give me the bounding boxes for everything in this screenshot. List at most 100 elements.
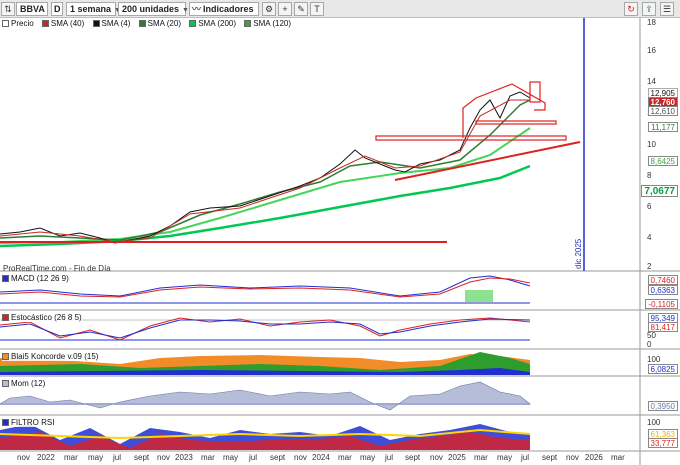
legend-item[interactable]: Precio bbox=[2, 19, 34, 28]
time-tick: 2023 bbox=[175, 453, 193, 462]
legend-swatch bbox=[244, 20, 252, 27]
time-tick: jul bbox=[249, 453, 258, 462]
indicators-button[interactable]: 〰 Indicadores bbox=[189, 2, 259, 16]
time-tick: sept bbox=[270, 453, 286, 462]
legend-swatch bbox=[138, 20, 146, 27]
export-icon[interactable]: ⇪ bbox=[642, 2, 656, 16]
instrument-menu-icon[interactable]: ⇅ bbox=[1, 2, 15, 16]
chevron-down-icon: ▼ bbox=[114, 7, 121, 14]
legend-item[interactable]: SMA (20) bbox=[138, 19, 181, 28]
period-select[interactable]: 1 semana▼ bbox=[66, 2, 121, 16]
time-tick: 2026 bbox=[585, 453, 603, 462]
source-label: ProRealTime.com - Fin de Día bbox=[3, 264, 111, 273]
time-tick: nov bbox=[157, 453, 170, 462]
legend-swatch bbox=[2, 380, 9, 387]
blai5-tick: 100 bbox=[647, 355, 661, 364]
price-tick: 6 bbox=[647, 202, 652, 211]
wrench-icon[interactable]: ⚙ bbox=[262, 2, 276, 16]
rsi-tick: 100 bbox=[647, 418, 661, 427]
blai5-label[interactable]: Blai5 Koncorde v.09 (15) bbox=[2, 352, 99, 361]
blai5-tag: 6,0825 bbox=[647, 364, 678, 374]
legend-swatch bbox=[92, 20, 100, 27]
mom-tag: 0,3950 bbox=[647, 401, 678, 411]
sma-tag: 11,177 bbox=[648, 122, 678, 132]
price-tag: 12,610 bbox=[647, 106, 678, 116]
legend-swatch bbox=[2, 419, 9, 426]
legend-swatch bbox=[2, 353, 9, 360]
time-tick: may bbox=[88, 453, 104, 462]
macd-tag: -0,1105 bbox=[645, 299, 678, 309]
price-tick: 18 bbox=[647, 18, 656, 27]
period-label: 1 semana bbox=[70, 4, 112, 14]
time-axis: nov 2022 mar may jul sept nov 2023 mar m… bbox=[0, 453, 640, 465]
mom-label[interactable]: Mom (12) bbox=[2, 379, 46, 388]
units-label: 200 unidades bbox=[122, 4, 180, 14]
stoch-tag: 81,417 bbox=[647, 322, 678, 332]
time-tick: 2022 bbox=[37, 453, 55, 462]
top-toolbar: ⇅ BBVA D 1 semana▼ 200 unidades▼ 〰Indica… bbox=[0, 0, 680, 18]
ticker-label: BBVA bbox=[20, 4, 45, 14]
macd-label[interactable]: MACD (12 26 9) bbox=[2, 274, 69, 283]
text-icon[interactable]: T bbox=[310, 2, 324, 16]
time-tick: mar bbox=[474, 453, 488, 462]
exchange-letter: D bbox=[54, 4, 61, 14]
price-tick: 10 bbox=[647, 140, 656, 149]
vertical-date-label: dic 2025 bbox=[574, 238, 583, 269]
legend-item[interactable]: SMA (200) bbox=[189, 19, 236, 28]
time-tick: 2025 bbox=[448, 453, 466, 462]
sma-tag: 8,6425 bbox=[647, 156, 678, 166]
price-tick: 4 bbox=[647, 233, 652, 242]
ticker-field[interactable]: BBVA bbox=[16, 2, 48, 16]
legend-label: SMA (40) bbox=[50, 19, 85, 28]
rsi-tag: 33,777 bbox=[647, 438, 678, 448]
stoch-tick: 0 bbox=[647, 340, 652, 349]
stoch-tick: 50 bbox=[647, 331, 656, 340]
time-tick: jul bbox=[113, 453, 122, 462]
legend-swatch bbox=[2, 20, 9, 27]
macd-tag: 0,6363 bbox=[647, 285, 678, 295]
legend-label: SMA (120) bbox=[253, 19, 292, 28]
add-icon[interactable]: + bbox=[278, 2, 292, 16]
price-tick: 2 bbox=[647, 262, 652, 271]
time-tick: nov bbox=[566, 453, 579, 462]
time-tick: mar bbox=[338, 453, 352, 462]
legend-label: SMA (200) bbox=[198, 19, 237, 28]
time-tick: jul bbox=[521, 453, 530, 462]
time-tick: mar bbox=[201, 453, 215, 462]
time-tick: nov bbox=[294, 453, 307, 462]
time-tick: mar bbox=[64, 453, 78, 462]
settings-icon[interactable]: ☰ bbox=[660, 2, 674, 16]
time-tick: may bbox=[223, 453, 239, 462]
time-tick: nov bbox=[17, 453, 30, 462]
exchange-button[interactable]: D bbox=[51, 2, 63, 16]
time-tick: sept bbox=[405, 453, 421, 462]
time-tick: may bbox=[497, 453, 513, 462]
price-tick: 14 bbox=[647, 77, 656, 86]
legend-swatch bbox=[2, 314, 9, 321]
time-tick: mar bbox=[611, 453, 625, 462]
legend-label: SMA (4) bbox=[101, 19, 131, 28]
price-tick: 16 bbox=[647, 46, 656, 55]
legend-swatch bbox=[41, 20, 49, 27]
time-tick: sept bbox=[542, 453, 558, 462]
time-tick: may bbox=[360, 453, 376, 462]
chevron-down-icon: ▼ bbox=[182, 7, 189, 14]
legend-item[interactable]: SMA (120) bbox=[244, 19, 291, 28]
legend-item[interactable]: SMA (4) bbox=[92, 19, 131, 28]
legend-label: SMA (20) bbox=[147, 19, 181, 28]
rsi-label[interactable]: FILTRO RSI bbox=[2, 418, 55, 427]
legend-swatch bbox=[189, 20, 197, 27]
stoch-label[interactable]: Estocástico (26 8 5) bbox=[2, 313, 82, 322]
price-legend: Precio SMA (40) SMA (4) SMA (20) SMA (20… bbox=[2, 19, 297, 30]
legend-label: Precio bbox=[11, 19, 34, 28]
indicators-label: Indicadores bbox=[203, 4, 254, 14]
draw-icon[interactable]: ✎ bbox=[294, 2, 308, 16]
legend-swatch bbox=[2, 275, 9, 282]
sma-tag: 7,0677 bbox=[641, 185, 678, 197]
legend-item[interactable]: SMA (40) bbox=[41, 19, 85, 28]
time-tick: jul bbox=[385, 453, 394, 462]
refresh-icon[interactable]: ↻ bbox=[624, 2, 638, 16]
macd-tag: 0,7460 bbox=[647, 275, 678, 285]
units-select[interactable]: 200 unidades ▼ bbox=[118, 2, 189, 16]
